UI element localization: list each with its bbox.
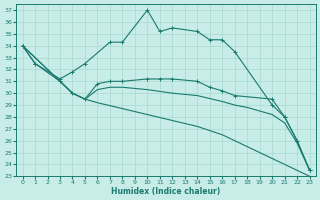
X-axis label: Humidex (Indice chaleur): Humidex (Indice chaleur) [111,187,221,196]
